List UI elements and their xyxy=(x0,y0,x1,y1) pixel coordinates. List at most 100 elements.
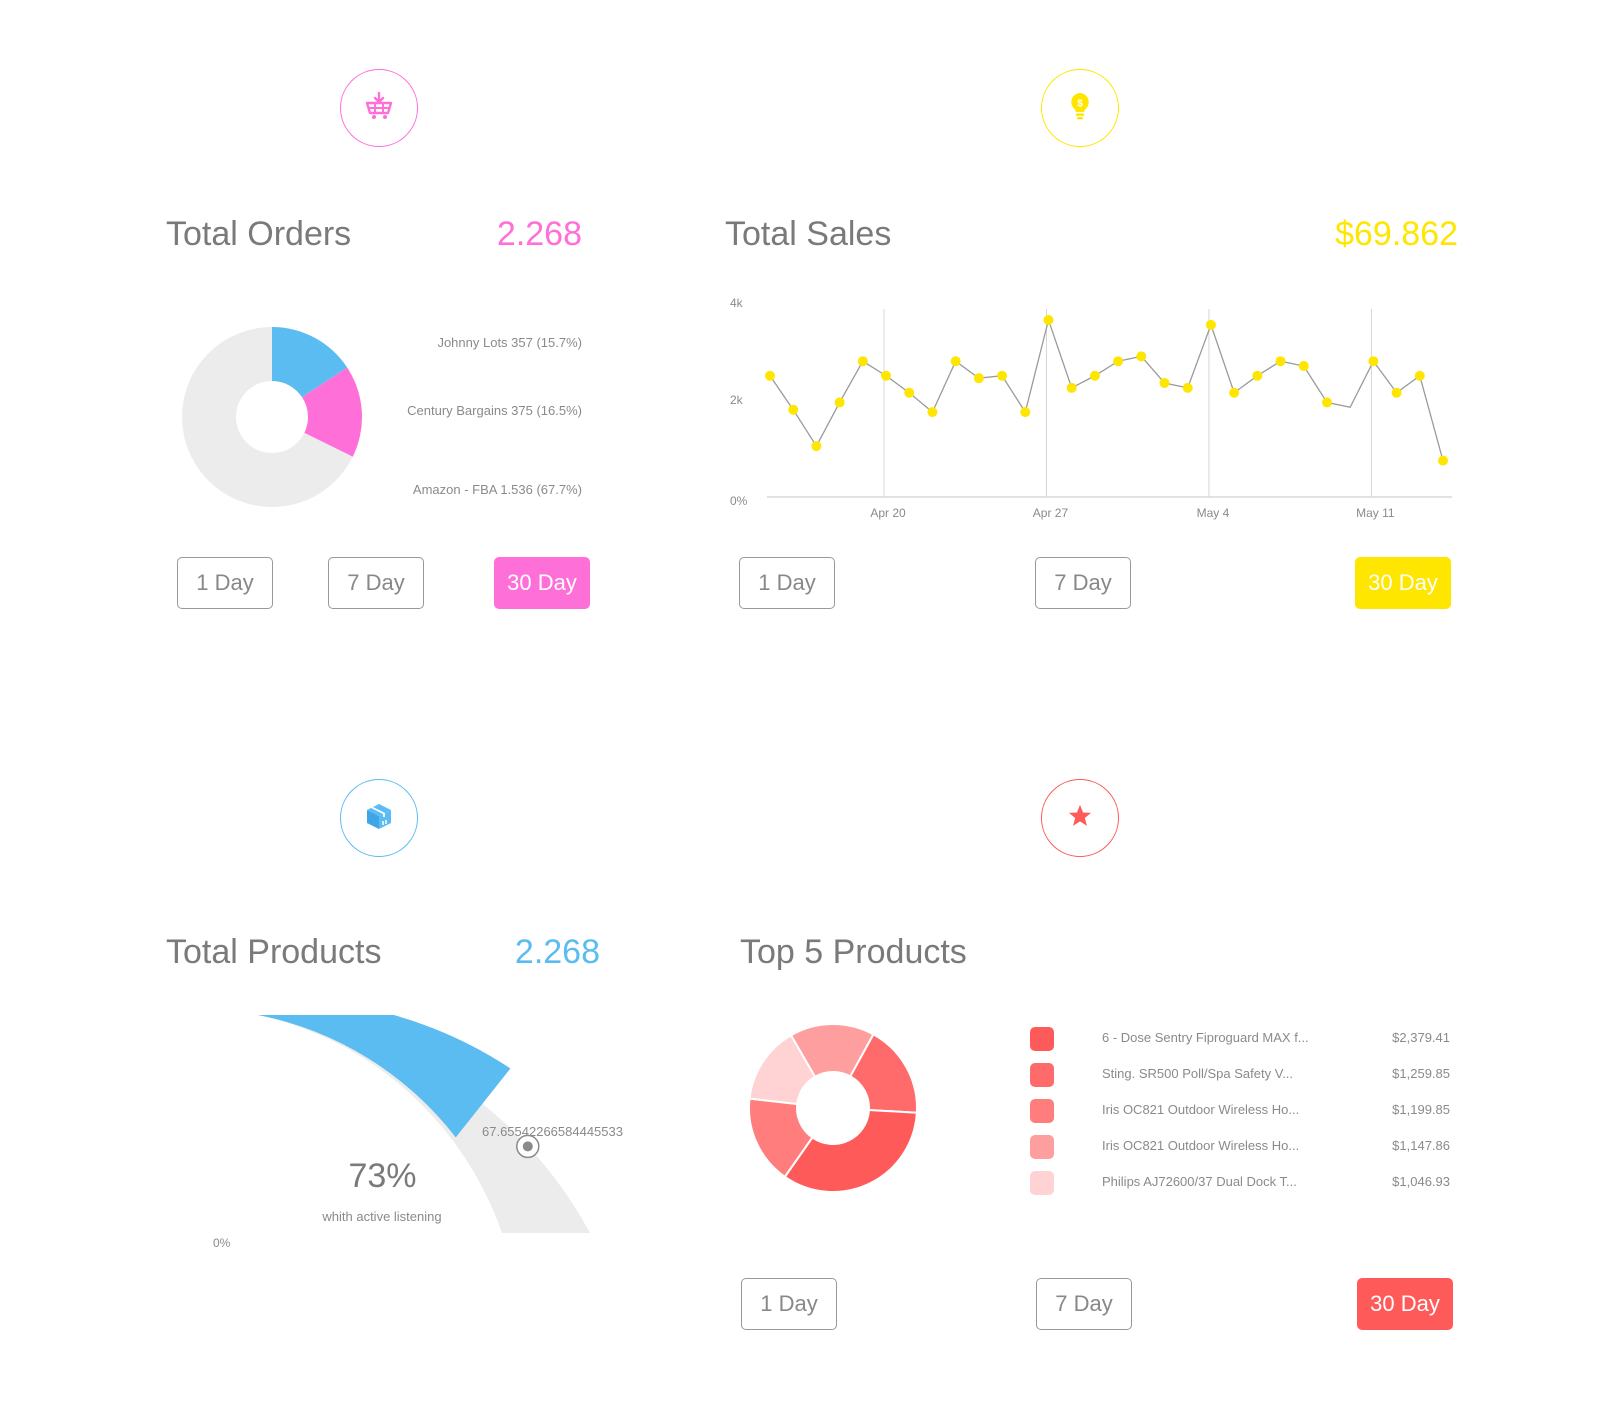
product-price: $2,379.41 xyxy=(1392,1030,1450,1045)
star-icon xyxy=(1066,802,1094,835)
gauge-percent-label: 73% xyxy=(348,1157,417,1195)
orders-donut-chart xyxy=(182,327,362,507)
sales-data-point xyxy=(1252,370,1263,381)
top-product-row[interactable]: Sting. SR500 Poll/Spa Safety V... $1,259.… xyxy=(1030,1062,1450,1088)
product-color-swatch xyxy=(1030,1171,1054,1195)
sales-data-point xyxy=(904,387,915,398)
top-1-day-button[interactable]: 1 Day xyxy=(741,1278,837,1330)
sales-data-point xyxy=(881,370,892,381)
product-price: $1,147.86 xyxy=(1392,1138,1450,1153)
sales-data-point xyxy=(1321,397,1332,408)
sales-1-day-button[interactable]: 1 Day xyxy=(739,557,835,609)
top-products-title: Top 5 Products xyxy=(740,933,967,971)
product-name: Iris OC821 Outdoor Wireless Ho... xyxy=(1102,1138,1300,1153)
product-price: $1,046.93 xyxy=(1392,1174,1450,1189)
sales-data-point xyxy=(834,397,845,408)
sales-icon-badge: $ xyxy=(1041,69,1119,147)
product-color-swatch xyxy=(1030,1099,1054,1123)
top-products-donut-chart xyxy=(748,1023,918,1193)
orders-legend-2: Amazon - FBA 1.536 (67.7%) xyxy=(412,482,582,497)
sales-data-point xyxy=(857,356,868,367)
gauge-marker xyxy=(516,1134,540,1159)
products-icon-badge xyxy=(340,779,418,857)
orders-30-day-button[interactable]: 30 Day xyxy=(494,557,590,609)
sales-line-chart: 0% 2k 4k Apr 20 Apr 27 May 4 May 11 xyxy=(730,296,1452,520)
sales-x-tick-label: Apr 20 xyxy=(870,506,906,520)
sales-data-point xyxy=(1113,356,1124,367)
orders-slice-johnny-lots xyxy=(272,327,348,398)
gauge-marker-label: 67.65542266584445533 xyxy=(482,1124,623,1139)
product-price: $1,199.85 xyxy=(1392,1102,1450,1117)
cart-download-icon xyxy=(364,91,394,126)
orders-slice-amazon-fba xyxy=(182,327,353,507)
top-product-slice xyxy=(748,1033,817,1106)
products-value: 2.268 xyxy=(514,933,600,971)
sales-data-point xyxy=(1298,361,1309,372)
sales-data-point xyxy=(765,370,775,381)
sales-data-point xyxy=(1089,370,1100,381)
top-product-row[interactable]: Iris OC821 Outdoor Wireless Ho... $1,147.… xyxy=(1030,1134,1450,1160)
product-name: Philips AJ72600/37 Dual Dock T... xyxy=(1102,1174,1297,1189)
sales-data-point xyxy=(1391,387,1402,398)
product-name: Iris OC821 Outdoor Wireless Ho... xyxy=(1102,1102,1300,1117)
product-color-swatch xyxy=(1030,1027,1054,1051)
orders-7-day-button[interactable]: 7 Day xyxy=(328,557,424,609)
orders-value: 2.268 xyxy=(496,215,582,253)
sales-x-tick-label: May 4 xyxy=(1197,506,1230,520)
sales-data-point xyxy=(1066,382,1077,393)
top-7-day-button[interactable]: 7 Day xyxy=(1036,1278,1132,1330)
orders-legend-0: Johnny Lots 357 (15.7%) xyxy=(437,335,582,350)
product-color-swatch xyxy=(1030,1063,1054,1087)
box-icon xyxy=(364,801,394,836)
orders-slice-century-bargains xyxy=(302,367,362,457)
product-color-swatch xyxy=(1030,1135,1054,1159)
product-name: 6 - Dose Sentry Fiproguard MAX f... xyxy=(1102,1030,1309,1045)
sales-30-day-button[interactable]: 30 Day xyxy=(1355,557,1451,609)
top-product-row[interactable]: Philips AJ72600/37 Dual Dock T... $1,046.… xyxy=(1030,1170,1450,1196)
products-title: Total Products xyxy=(166,933,382,971)
sales-series-line xyxy=(769,317,1444,461)
sales-data-point xyxy=(1414,370,1425,381)
sales-value: $69.862 xyxy=(1335,215,1458,253)
sales-data-point xyxy=(1438,455,1448,466)
sales-data-point xyxy=(1043,314,1054,325)
sales-data-point xyxy=(1182,382,1193,393)
sales-x-tick-label: Apr 27 xyxy=(1033,506,1069,520)
gauge-caption: whith active listening xyxy=(322,1209,442,1224)
sales-data-point xyxy=(950,356,961,367)
top-product-row[interactable]: 6 - Dose Sentry Fiproguard MAX f... $2,37… xyxy=(1030,1026,1450,1052)
sales-data-point xyxy=(1020,407,1031,418)
svg-text:$: $ xyxy=(1077,98,1083,109)
gauge-min-label: 0% xyxy=(213,1236,231,1250)
sales-data-point xyxy=(997,370,1008,381)
sales-data-point xyxy=(788,404,799,415)
sales-data-point xyxy=(1368,356,1379,367)
orders-title: Total Orders xyxy=(166,215,352,253)
sales-y-tick-label: 4k xyxy=(730,296,744,310)
top-30-day-button[interactable]: 30 Day xyxy=(1357,1278,1453,1330)
lightbulb-dollar-icon: $ xyxy=(1067,91,1093,126)
sales-data-point xyxy=(1205,319,1216,330)
sales-7-day-button[interactable]: 7 Day xyxy=(1035,557,1131,609)
gauge-fill-arc xyxy=(170,1015,511,1138)
orders-1-day-button[interactable]: 1 Day xyxy=(177,557,273,609)
top-product-slice xyxy=(783,1108,918,1193)
sales-data-point xyxy=(1136,351,1147,362)
orders-legend-1: Century Bargains 375 (16.5%) xyxy=(407,403,582,418)
top-product-row[interactable]: Iris OC821 Outdoor Wireless Ho... $1,199.… xyxy=(1030,1098,1450,1124)
sales-data-point xyxy=(1275,356,1286,367)
product-price: $1,259.85 xyxy=(1392,1066,1450,1081)
top-products-icon-badge xyxy=(1041,779,1119,857)
sales-y-tick-label: 2k xyxy=(730,393,744,407)
sales-x-tick-label: May 11 xyxy=(1356,506,1395,520)
sales-y-tick-label: 0% xyxy=(730,494,748,508)
sales-data-point xyxy=(811,441,822,452)
product-name: Sting. SR500 Poll/Spa Safety V... xyxy=(1102,1066,1294,1081)
sales-data-point xyxy=(1159,378,1170,389)
sales-data-point xyxy=(973,373,984,384)
sales-data-point xyxy=(927,407,938,418)
sales-title: Total Sales xyxy=(725,215,892,253)
products-gauge-chart xyxy=(170,1015,590,1233)
orders-icon-badge xyxy=(340,69,418,147)
sales-data-point xyxy=(1229,387,1240,398)
